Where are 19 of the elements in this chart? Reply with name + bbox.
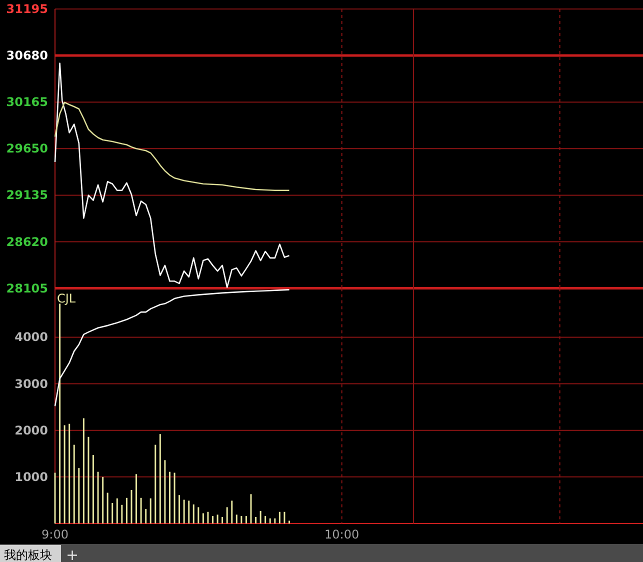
text: 我的板块 <box>4 548 52 562</box>
y-tick-label: 30680 <box>6 48 48 63</box>
x-tick-label: 9:00 <box>42 528 68 542</box>
y-tick-label: 28105 <box>6 281 48 296</box>
y-tick-label: 4000 <box>14 330 48 344</box>
y-tick-label: 29650 <box>6 142 48 156</box>
line-series <box>54 289 290 407</box>
line-series <box>54 62 290 288</box>
y-tick-label: 1000 <box>14 470 48 484</box>
x-tick-label: 10:00 <box>324 528 360 542</box>
y-tick-label: 29135 <box>6 188 48 202</box>
y-tick-label: 30165 <box>6 95 48 110</box>
text: + <box>66 546 79 562</box>
y-tick-label: 28620 <box>6 234 48 249</box>
y-tick-label: 31195 <box>6 2 48 16</box>
y-tick-label: 2000 <box>14 423 48 438</box>
line-series <box>54 102 290 192</box>
y-tick-label: 3000 <box>14 376 48 391</box>
series-label: CJL <box>57 291 76 306</box>
